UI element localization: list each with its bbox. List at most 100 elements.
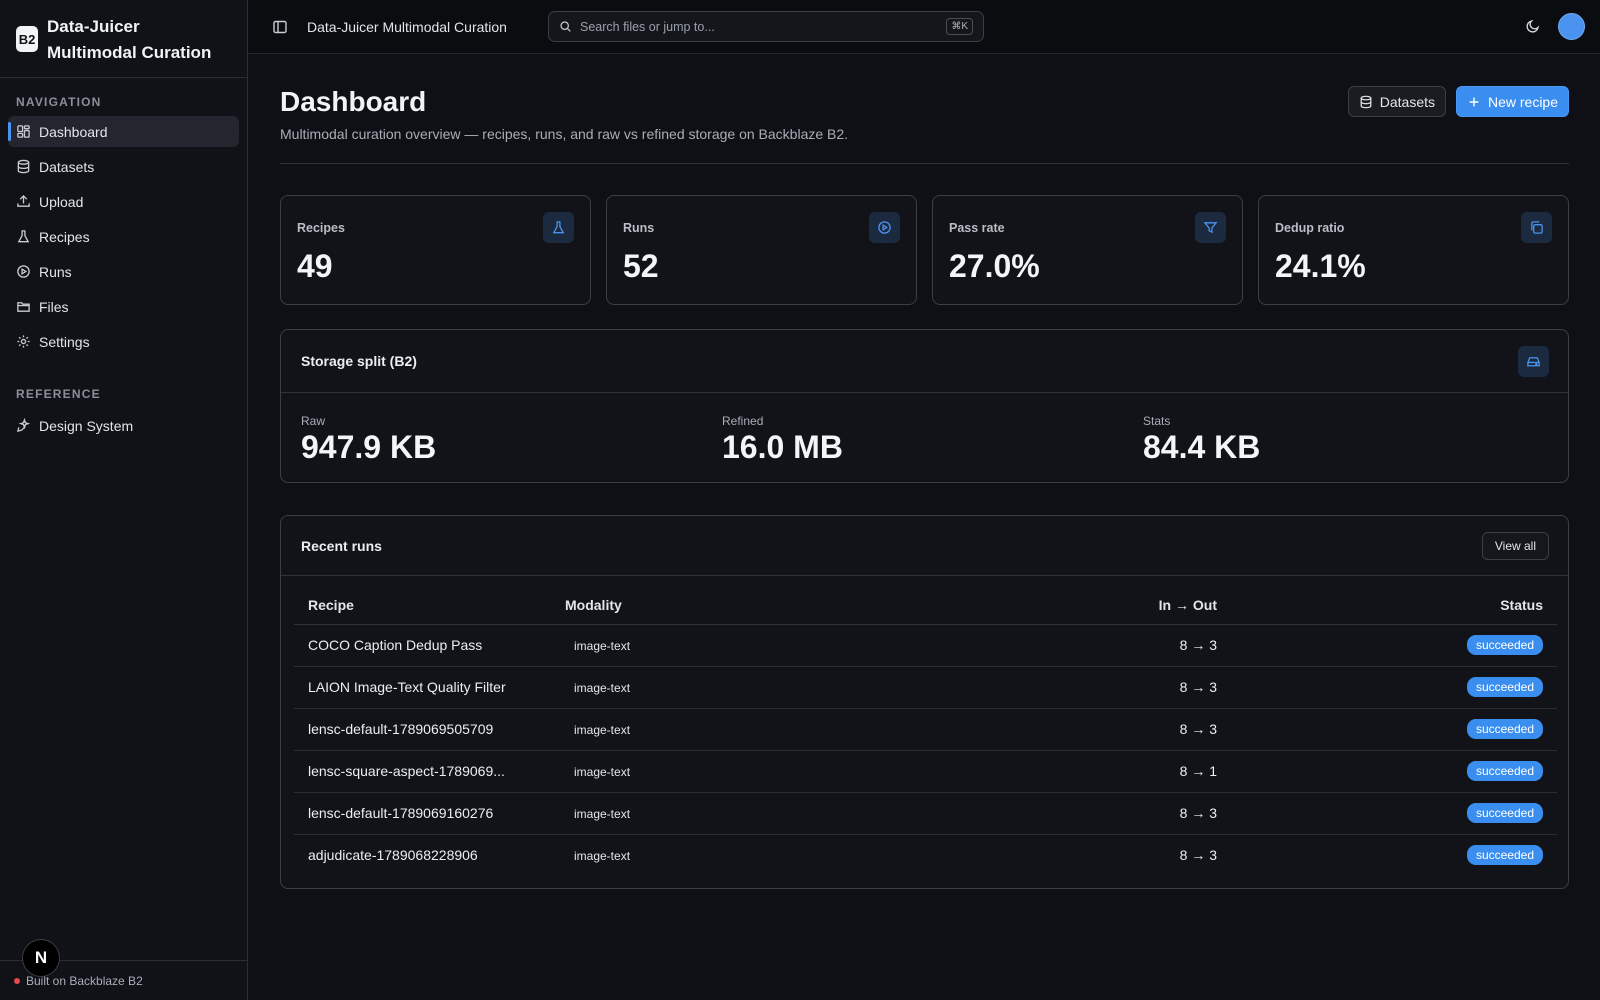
stat-label: Recipes xyxy=(297,221,345,235)
avatar[interactable] xyxy=(1558,13,1585,40)
sidebar-item-label: Dashboard xyxy=(39,123,108,140)
datasets-button[interactable]: Datasets xyxy=(1347,86,1446,117)
run-recipe[interactable]: LAION Image-Text Quality Filter xyxy=(308,679,506,695)
table-row[interactable]: COCO Caption Dedup Pass image-text 8 → 3… xyxy=(294,624,1557,667)
sidebar-item-label: Upload xyxy=(39,193,84,210)
new-recipe-button[interactable]: New recipe xyxy=(1455,86,1569,117)
sparkle-icon xyxy=(16,418,31,433)
stat-card-pass-rate: Pass rate 27.0% xyxy=(932,195,1243,305)
stat-value: 52 xyxy=(623,248,659,284)
view-all-button[interactable]: View all xyxy=(1481,532,1549,560)
storage-label: Raw xyxy=(301,414,326,428)
gear-icon xyxy=(16,334,31,349)
sidebar-item-label: Datasets xyxy=(39,158,95,175)
topbar: Data-Juicer Multimodal Curation Search f… xyxy=(248,0,1600,54)
filter-icon xyxy=(1195,212,1226,243)
stat-card-runs: Runs 52 xyxy=(606,195,917,305)
sidebar-item-settings[interactable]: Settings xyxy=(8,326,239,357)
search-placeholder: Search files or jump to... xyxy=(580,19,715,34)
dashboard-icon xyxy=(16,124,31,139)
theme-toggle-moon-icon[interactable] xyxy=(1525,18,1542,35)
search-input[interactable]: Search files or jump to... ⌘K xyxy=(548,11,984,42)
table-row[interactable]: adjudicate-1789068228906 image-text 8 → … xyxy=(294,834,1557,876)
recent-runs-header: Recent runs View all xyxy=(281,516,1568,576)
status-badge: succeeded xyxy=(1466,677,1543,697)
recent-runs-title: Recent runs xyxy=(301,538,382,554)
run-recipe[interactable]: lensc-default-1789069505709 xyxy=(308,721,494,737)
stat-value: 49 xyxy=(297,248,333,284)
stat-label: Runs xyxy=(623,221,655,235)
table-row[interactable]: lensc-square-aspect-1789069... image-tex… xyxy=(294,750,1557,793)
sidebar-item-design-system[interactable]: Design System xyxy=(8,410,239,441)
status-dot-icon xyxy=(14,977,20,984)
column-header-in-out[interactable]: In → Out xyxy=(1081,586,1231,625)
table-row[interactable]: LAION Image-Text Quality Filter image-te… xyxy=(294,666,1557,709)
flask-icon xyxy=(543,212,574,243)
reference-section-label: REFERENCE xyxy=(16,387,101,401)
column-header-recipe[interactable]: Recipe xyxy=(294,586,551,625)
run-in-out: 8 → 3 xyxy=(1081,624,1231,667)
storage-card-header: Storage split (B2) xyxy=(281,330,1568,393)
status-badge: succeeded xyxy=(1466,803,1543,823)
play-circle-icon xyxy=(16,264,31,279)
flask-icon xyxy=(16,229,31,244)
table-header-row: Recipe Modality In → Out Status xyxy=(294,586,1557,625)
brand-logo: B2 xyxy=(16,26,38,52)
storage-raw: Raw 947.9 KB xyxy=(301,414,436,466)
stat-card-recipes: Recipes 49 xyxy=(280,195,591,305)
sidebar-item-label: Settings xyxy=(39,333,90,350)
sidebar-toggle-icon[interactable] xyxy=(272,19,288,35)
upload-icon xyxy=(16,194,31,209)
run-recipe[interactable]: lensc-default-1789069160276 xyxy=(308,805,494,821)
stats-row: Recipes 49 Runs 52 Pass rate 27.0% xyxy=(280,195,1569,305)
run-modality: image-text xyxy=(574,639,631,653)
status-badge: succeeded xyxy=(1466,845,1543,866)
search-icon xyxy=(559,20,572,33)
status-badge: succeeded xyxy=(1466,761,1543,781)
column-header-modality[interactable]: Modality xyxy=(551,586,1081,625)
datasets-button-label: Datasets xyxy=(1379,93,1435,110)
plus-icon xyxy=(1467,95,1481,109)
stat-value: 24.1% xyxy=(1275,248,1366,284)
run-recipe[interactable]: adjudicate-1789068228906 xyxy=(308,847,478,864)
sidebar-item-files[interactable]: Files xyxy=(8,291,239,322)
run-in-out: 8 → 3 xyxy=(1081,708,1231,751)
storage-value: 84.4 KB xyxy=(1143,429,1261,465)
database-icon xyxy=(1359,95,1373,109)
run-modality: image-text xyxy=(574,849,631,864)
brand[interactable]: B2 Data-Juicer Multimodal Curation xyxy=(0,0,247,78)
page-subtitle: Multimodal curation overview — recipes, … xyxy=(280,126,849,142)
stat-label: Pass rate xyxy=(949,221,1005,235)
storage-refined: Refined 16.0 MB xyxy=(722,414,843,466)
sidebar-item-label: Files xyxy=(39,298,69,315)
column-header-status[interactable]: Status xyxy=(1231,586,1557,625)
status-badge: succeeded xyxy=(1466,719,1543,739)
sidebar-item-dashboard[interactable]: Dashboard xyxy=(8,116,239,147)
footer-text: Built on Backblaze B2 xyxy=(26,973,143,988)
run-recipe[interactable]: COCO Caption Dedup Pass xyxy=(308,637,483,653)
storage-card: Storage split (B2) Raw 947.9 KB Refined … xyxy=(280,329,1569,483)
sidebar-item-recipes[interactable]: Recipes xyxy=(8,221,239,252)
run-in-out: 8 → 1 xyxy=(1081,750,1231,793)
sidebar-item-upload[interactable]: Upload xyxy=(8,186,239,217)
n-badge[interactable]: N xyxy=(22,939,60,977)
storage-value: 16.0 MB xyxy=(722,429,843,465)
run-recipe[interactable]: lensc-square-aspect-1789069... xyxy=(308,763,505,779)
nav-list: Dashboard Datasets Upload Recipes xyxy=(0,116,247,357)
run-modality: image-text xyxy=(574,723,631,737)
status-badge: succeeded xyxy=(1466,635,1543,655)
sidebar-item-label: Design System xyxy=(39,417,134,434)
run-modality: image-text xyxy=(574,807,631,821)
nav-section-label: NAVIGATION xyxy=(16,95,102,109)
sidebar-item-runs[interactable]: Runs xyxy=(8,256,239,287)
main-content: Dashboard Multimodal curation overview —… xyxy=(280,54,1569,889)
sidebar-item-label: Recipes xyxy=(39,228,90,245)
table-row[interactable]: lensc-default-1789069160276 image-text 8… xyxy=(294,792,1557,835)
storage-card-title: Storage split (B2) xyxy=(301,353,417,369)
sidebar-item-datasets[interactable]: Datasets xyxy=(8,151,239,182)
folder-icon xyxy=(16,299,31,314)
sidebar-item-label: Runs xyxy=(39,263,72,280)
storage-label: Stats xyxy=(1143,414,1171,428)
runs-table: Recipe Modality In → Out Status COCO Cap… xyxy=(294,586,1557,876)
table-row[interactable]: lensc-default-1789069505709 image-text 8… xyxy=(294,708,1557,751)
